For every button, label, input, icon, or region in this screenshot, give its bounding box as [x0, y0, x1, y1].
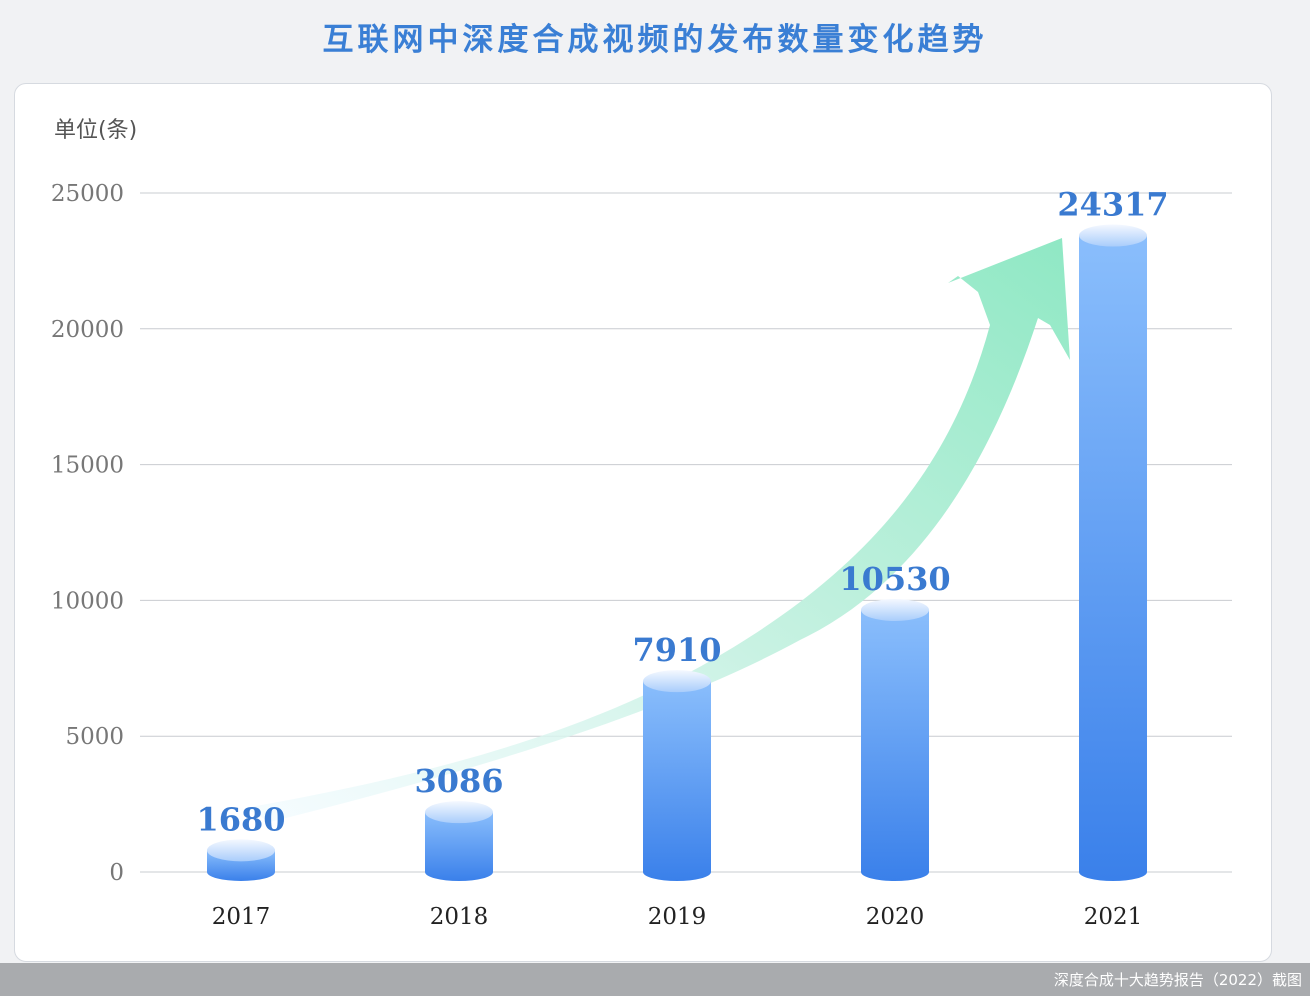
bar-2018	[425, 812, 493, 881]
trend-arrow	[245, 238, 1070, 822]
x-axis-ticks: 2017 2018 2019 2020 2021	[212, 904, 1143, 930]
y-axis-unit-label: 单位(条)	[54, 118, 138, 143]
data-label: 7910	[632, 631, 721, 669]
x-tick-label: 2017	[212, 904, 271, 930]
bars	[207, 224, 1147, 881]
y-tick-label: 20000	[51, 317, 124, 343]
x-tick-label: 2019	[648, 904, 707, 930]
y-tick-label: 15000	[51, 453, 124, 479]
x-tick-label: 2020	[866, 904, 925, 930]
bar-2019	[643, 681, 711, 881]
value-labels: 1680 3086 7910 10530 24317	[196, 186, 1168, 839]
bar-2021	[1079, 235, 1147, 881]
data-label: 24317	[1057, 186, 1168, 224]
footer-bar: 深度合成十大趋势报告（2022）截图	[0, 963, 1310, 996]
footer-caption: 深度合成十大趋势报告（2022）截图	[1053, 971, 1302, 989]
bar-cap-2018	[425, 801, 493, 824]
x-tick-label: 2021	[1084, 904, 1143, 930]
y-axis-ticks: 0 5000 10000 15000 20000 25000	[51, 181, 124, 886]
bar-cap-2019	[643, 670, 711, 693]
y-tick-label: 5000	[65, 724, 124, 750]
y-tick-label: 25000	[51, 181, 124, 207]
x-tick-label: 2018	[430, 904, 489, 930]
bar-cap-2017	[207, 839, 275, 862]
bar-cap-2021	[1079, 224, 1147, 247]
bar-cap-2020	[861, 599, 929, 622]
data-label: 1680	[196, 800, 285, 838]
bar-2020	[861, 610, 929, 881]
y-tick-label: 0	[109, 860, 124, 886]
chart-title: 互联网中深度合成视频的发布数量变化趋势	[322, 22, 988, 58]
data-label: 3086	[414, 762, 503, 800]
data-label: 10530	[839, 560, 950, 598]
y-tick-label: 10000	[51, 588, 124, 614]
